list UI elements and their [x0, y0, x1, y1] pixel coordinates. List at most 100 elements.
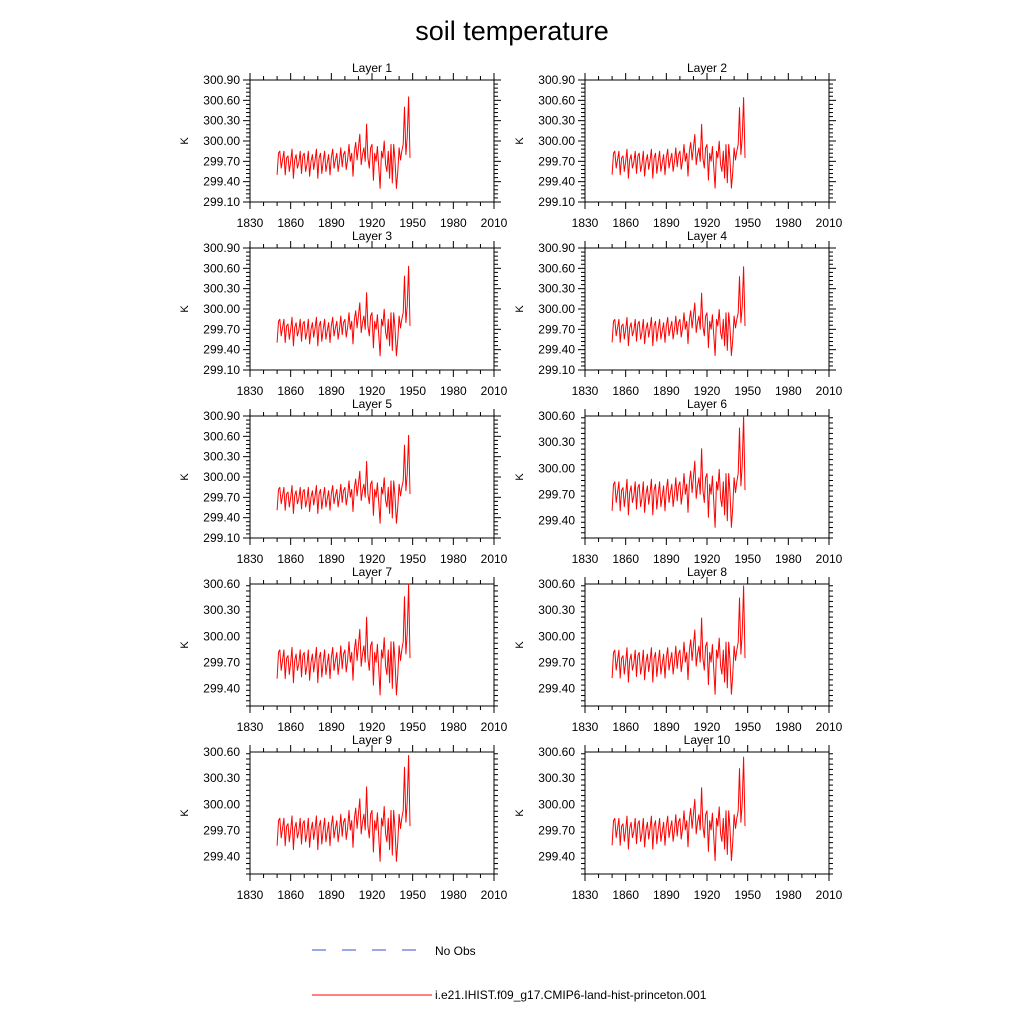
y-axis-label: K: [179, 641, 191, 649]
x-tick-label: 1950: [399, 720, 426, 734]
x-tick-label: 1980: [440, 216, 467, 230]
series-line: [611, 266, 746, 356]
x-tick-label: 2010: [481, 216, 508, 230]
panel-layer-6: Layer 6 299.40 299.70 300.00 300.30 300.60 K 18…: [514, 397, 843, 566]
y-tick-label: 300.00: [538, 302, 575, 316]
y-tick-label: 299.40: [203, 682, 240, 696]
series-line: [276, 583, 411, 696]
y-tick-label: 299.40: [538, 850, 575, 864]
x-tick-label: 1890: [653, 552, 680, 566]
y-tick-label: 299.70: [203, 823, 240, 837]
x-tick-label: 1980: [775, 216, 802, 230]
x-tick-label: 1920: [359, 552, 386, 566]
y-tick-label: 300.30: [203, 603, 240, 617]
x-tick-label: 2010: [816, 552, 843, 566]
y-tick-label: 299.70: [203, 490, 240, 504]
x-tick-label: 1890: [318, 552, 345, 566]
y-tick-label: 300.00: [538, 629, 575, 643]
y-tick-label: 299.40: [203, 850, 240, 864]
y-tick-label: 300.00: [203, 629, 240, 643]
y-tick-label: 299.70: [538, 322, 575, 336]
panel-layer-8: Layer 8 299.40 299.70 300.00 300.30 300.60 K 18…: [514, 565, 843, 734]
panel-title: Layer 10: [684, 733, 731, 747]
x-tick-label: 1830: [237, 216, 264, 230]
x-tick-label: 1830: [572, 888, 599, 902]
y-tick-label: 300.90: [538, 73, 575, 87]
y-tick-label: 300.90: [203, 409, 240, 423]
x-tick-label: 1860: [277, 888, 304, 902]
series-line: [276, 265, 411, 357]
y-axis-label: K: [179, 809, 191, 817]
y-tick-label: 299.10: [538, 195, 575, 209]
panel-layer-2: Layer 2 299.10 299.40 299.70 300.00 300.30 300…: [514, 61, 843, 230]
x-tick-label: 1920: [694, 720, 721, 734]
x-tick-label: 1860: [277, 216, 304, 230]
x-tick-label: 1950: [734, 720, 761, 734]
series-line: [276, 434, 411, 524]
y-tick-label: 300.90: [203, 241, 240, 255]
x-tick-label: 1920: [359, 384, 386, 398]
y-tick-label: 300.60: [203, 429, 240, 443]
panel-frame: [249, 247, 495, 371]
y-tick-label: 299.70: [538, 823, 575, 837]
x-tick-label: 2010: [816, 216, 843, 230]
panel-layer-5: Layer 5 299.10 299.40 299.70 300.00 300.30 300…: [179, 397, 508, 566]
y-tick-label: 300.00: [203, 797, 240, 811]
series-line: [611, 97, 746, 189]
x-tick-label: 1890: [318, 216, 345, 230]
x-tick-label: 1920: [359, 216, 386, 230]
y-tick-label: 299.70: [538, 487, 575, 501]
x-tick-label: 2010: [816, 384, 843, 398]
x-tick-label: 1860: [277, 552, 304, 566]
x-tick-label: 1950: [734, 216, 761, 230]
panel-frame: [584, 247, 830, 371]
series-line: [276, 755, 411, 862]
x-tick-label: 1980: [440, 888, 467, 902]
x-tick-label: 1920: [694, 216, 721, 230]
panel-title: Layer 5: [352, 397, 392, 411]
x-tick-label: 1980: [775, 720, 802, 734]
y-tick-label: 300.30: [538, 282, 575, 296]
panel-layer-1: Layer 1 299.10 299.40 299.70 300.00 300.30 300…: [179, 61, 508, 230]
y-tick-label: 299.10: [538, 363, 575, 377]
panel-title: Layer 3: [352, 229, 392, 243]
y-tick-label: 300.90: [538, 241, 575, 255]
y-tick-label: 300.30: [203, 282, 240, 296]
x-tick-label: 1920: [359, 888, 386, 902]
x-tick-label: 1830: [237, 888, 264, 902]
y-tick-label: 300.30: [538, 435, 575, 449]
x-tick-label: 1950: [399, 552, 426, 566]
x-tick-label: 1830: [572, 384, 599, 398]
x-tick-label: 1950: [399, 384, 426, 398]
panel-layer-3: Layer 3 299.10 299.40 299.70 300.00 300.30 300…: [179, 229, 508, 398]
y-tick-label: 299.40: [538, 175, 575, 189]
x-tick-label: 1890: [318, 384, 345, 398]
x-tick-label: 1980: [775, 384, 802, 398]
y-tick-label: 300.60: [538, 409, 575, 423]
y-axis-label: K: [179, 473, 191, 481]
legend-label-no-obs: No Obs: [435, 944, 476, 958]
panel-frame: [249, 79, 495, 203]
x-tick-label: 1980: [440, 384, 467, 398]
x-tick-label: 1980: [440, 720, 467, 734]
x-tick-label: 2010: [481, 888, 508, 902]
panel-layer-9: Layer 9 299.40 299.70 300.00 300.30 300.60 K 18…: [179, 733, 508, 902]
y-tick-label: 300.60: [538, 261, 575, 275]
y-tick-label: 300.00: [203, 302, 240, 316]
y-tick-label: 299.70: [203, 154, 240, 168]
x-tick-label: 1890: [653, 720, 680, 734]
x-tick-label: 1890: [318, 720, 345, 734]
x-tick-label: 1890: [318, 888, 345, 902]
y-tick-label: 300.30: [203, 114, 240, 128]
y-tick-label: 299.40: [203, 343, 240, 357]
y-tick-label: 299.40: [203, 175, 240, 189]
x-tick-label: 1920: [694, 384, 721, 398]
panel-title: Layer 7: [352, 565, 392, 579]
x-tick-label: 1950: [399, 888, 426, 902]
y-tick-label: 300.30: [538, 771, 575, 785]
y-tick-label: 300.30: [203, 450, 240, 464]
x-tick-label: 1950: [399, 216, 426, 230]
x-tick-label: 1860: [612, 216, 639, 230]
panels-group: Layer 1 299.10 299.40 299.70 300.00 300.30 300…: [179, 61, 843, 902]
panel-layer-10: Layer 10 299.40 299.70 300.00 300.30 300.60 K 1…: [514, 733, 843, 902]
